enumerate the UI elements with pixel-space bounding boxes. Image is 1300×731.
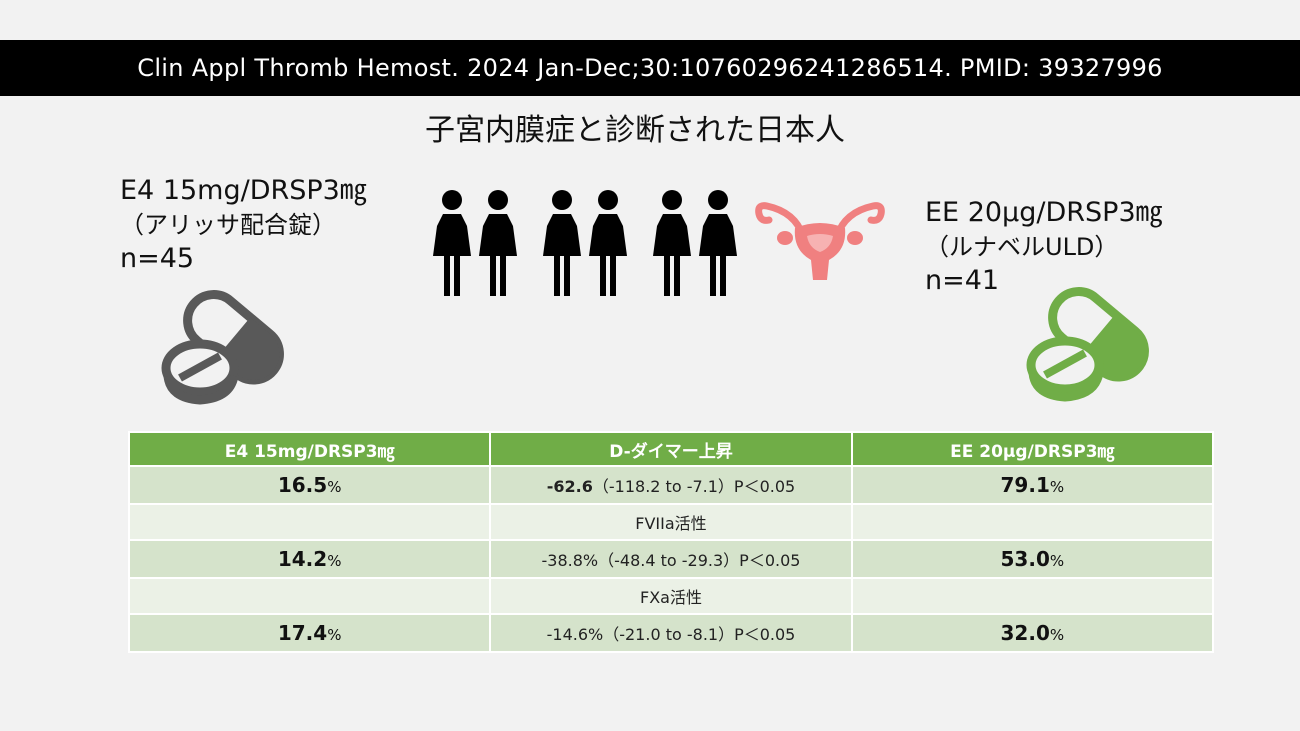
difference-value: -14.6%（-21.0 to -8.1）P＜0.05 — [489, 613, 853, 653]
uterus-icon — [755, 202, 885, 280]
results-table: E4 15mg/DRSP3㎎ D-ダイマー上昇 EE 20μg/DRSP3㎎ 1… — [127, 431, 1215, 653]
left-value: 17.4% — [127, 613, 492, 653]
right-regimen: EE 20μg/DRSP3㎎ — [925, 197, 1163, 228]
page-title: 子宮内膜症と診断された日本人 — [425, 113, 845, 148]
left-n: n=45 — [120, 243, 195, 274]
header-right-arm: EE 20μg/DRSP3㎎ — [850, 431, 1215, 467]
table-row-label: FXa活性 — [127, 577, 1215, 615]
table-row-label: FVIIa活性 — [127, 503, 1215, 541]
difference-value: -62.6（-118.2 to -7.1）P＜0.05 — [489, 465, 853, 505]
header-left-arm: E4 15mg/DRSP3㎎ — [127, 431, 492, 467]
table-row: 17.4% -14.6%（-21.0 to -8.1）P＜0.05 32.0% — [127, 613, 1215, 653]
right-brand: （ルナベルULD） — [925, 233, 1119, 261]
right-arm-label: EE 20μg/DRSP3㎎ （ルナベルULD） n=41 — [925, 196, 1163, 298]
table-row: 14.2% -38.8%（-48.4 to -29.3）P＜0.05 53.0% — [127, 539, 1215, 579]
citation-text: Clin Appl Thromb Hemost. 2024 Jan-Dec;30… — [137, 54, 1163, 82]
citation-bar: Clin Appl Thromb Hemost. 2024 Jan-Dec;30… — [0, 40, 1300, 96]
left-arm-label: E4 15mg/DRSP3㎎ （アリッサ配合錠） n=45 — [120, 174, 367, 276]
left-regimen: E4 15mg/DRSP3㎎ — [120, 175, 367, 206]
right-value: 79.1% — [850, 465, 1215, 505]
right-value: 32.0% — [850, 613, 1215, 653]
women-group-icon — [433, 190, 737, 296]
capsule-tablet-icon — [161, 290, 284, 405]
header-d-dimer: D-ダイマー上昇 — [489, 431, 853, 467]
row-label-fxa: FXa活性 — [489, 577, 853, 615]
capsule-tablet-icon-green — [1026, 287, 1149, 402]
right-value: 53.0% — [850, 539, 1215, 579]
left-brand: （アリッサ配合錠） — [120, 211, 336, 239]
right-n: n=41 — [925, 265, 1000, 296]
left-value: 16.5% — [127, 465, 492, 505]
left-value: 14.2% — [127, 539, 492, 579]
table-header-row: E4 15mg/DRSP3㎎ D-ダイマー上昇 EE 20μg/DRSP3㎎ — [127, 431, 1215, 467]
row-label-fviia: FVIIa活性 — [489, 503, 853, 541]
table-row: 16.5% -62.6（-118.2 to -7.1）P＜0.05 79.1% — [127, 465, 1215, 505]
difference-value: -38.8%（-48.4 to -29.3）P＜0.05 — [489, 539, 853, 579]
